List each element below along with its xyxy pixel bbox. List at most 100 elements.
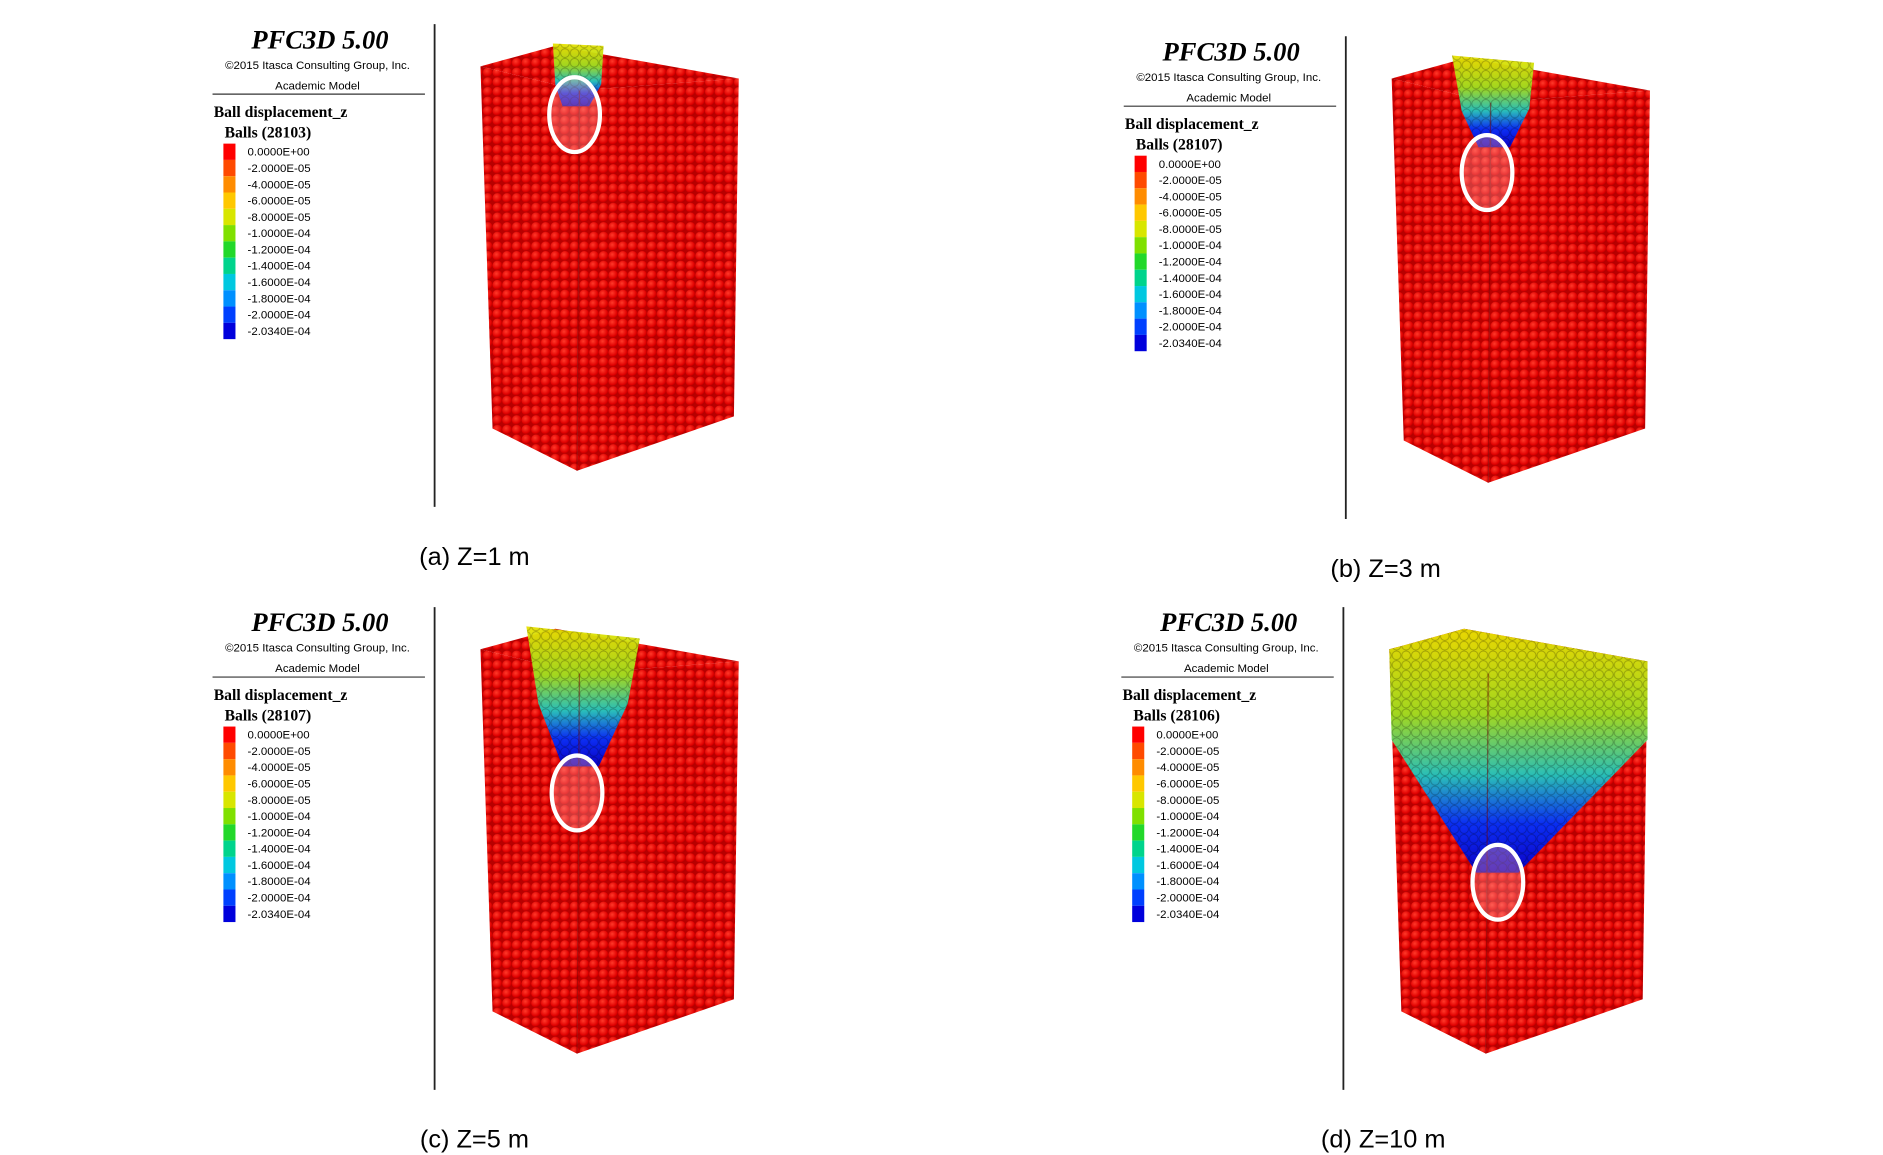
ball-count: Balls (28103) [225, 125, 312, 142]
legend-swatch [1132, 840, 1145, 857]
zone-texture [526, 626, 640, 767]
legend-swatch [223, 775, 236, 792]
specimen-edge [576, 90, 581, 471]
model-label: Academic Model [1186, 92, 1271, 104]
legend-label: -2.0000E-04 [248, 310, 312, 322]
legend-swatch [223, 808, 236, 825]
legend-swatch [223, 889, 236, 906]
legend-label: -2.0340E-04 [1159, 338, 1223, 350]
legend-label: -2.0000E-04 [248, 893, 312, 905]
legend-swatch [1134, 286, 1147, 303]
legend-swatch [223, 273, 236, 291]
panel: PFC3D 5.00 ©2015 Itasca Consulting Group,… [1123, 36, 1650, 583]
legend-label: -1.8000E-04 [1156, 876, 1220, 888]
caption: (c) Z=5 m [420, 1126, 529, 1154]
legend-label: -1.6000E-04 [1159, 289, 1223, 301]
software-title: PFC3D 5.00 [1162, 36, 1300, 66]
legend-label: -1.4000E-04 [1159, 273, 1223, 285]
zone-texture [1452, 55, 1535, 148]
legend-label: -2.0340E-04 [248, 909, 312, 921]
legend-label: -1.6000E-04 [248, 860, 312, 872]
panel: PFC3D 5.00 ©2015 Itasca Consulting Group,… [212, 24, 739, 571]
legend-label: -1.0000E-04 [1159, 240, 1223, 252]
legend-label: -2.0000E-05 [248, 163, 311, 175]
copyright: ©2015 Itasca Consulting Group, Inc. [1134, 643, 1319, 655]
legend-swatch [1132, 873, 1145, 890]
cavity-marker [1459, 133, 1515, 213]
legend-swatch [1132, 775, 1145, 792]
legend-swatch [1132, 808, 1145, 825]
panel: PFC3D 5.00 ©2015 Itasca Consulting Group,… [212, 607, 739, 1154]
legend-swatch [223, 290, 236, 307]
legend-swatch [223, 241, 236, 258]
legend-swatch [223, 873, 236, 890]
legend-label: -1.8000E-04 [248, 876, 312, 888]
legend-swatch [223, 208, 236, 226]
legend-label: -1.8000E-04 [1159, 305, 1223, 317]
model-label: Academic Model [275, 80, 360, 92]
cavity-marker [547, 75, 603, 155]
software-title: PFC3D 5.00 [250, 607, 388, 637]
legend-swatch [1134, 318, 1147, 335]
legend-label: -2.0000E-04 [1156, 893, 1220, 905]
legend-label: -4.0000E-05 [1156, 762, 1219, 774]
legend-label: -8.0000E-05 [1159, 224, 1222, 236]
legend-swatch [1132, 889, 1145, 906]
legend-swatch [1134, 220, 1147, 238]
legend-swatch [223, 176, 236, 193]
specimen-face [480, 66, 580, 471]
legend-swatch [1134, 204, 1147, 221]
ball-count: Balls (28107) [1136, 137, 1223, 154]
specimen-face [577, 78, 739, 471]
legend-swatch [1134, 334, 1147, 352]
legend-swatch [223, 840, 236, 857]
legend-swatch [1134, 188, 1147, 205]
legend-swatch [223, 791, 236, 809]
ball-count: Balls (28106) [1133, 708, 1220, 725]
legend-swatch [1134, 302, 1147, 319]
legend-label: -6.0000E-05 [248, 196, 311, 208]
legend-swatch [1132, 759, 1145, 776]
specimen-face [577, 661, 739, 1054]
legend-swatch [223, 726, 236, 743]
legend-swatch [1134, 269, 1147, 287]
legend-swatch [1132, 856, 1145, 874]
legend-label: -1.2000E-04 [248, 244, 312, 256]
legend-label: -1.2000E-04 [1156, 827, 1220, 839]
specimen-face [1391, 78, 1491, 483]
panel: PFC3D 5.00 ©2015 Itasca Consulting Group,… [1121, 607, 1648, 1154]
legend-swatch [223, 225, 236, 242]
legend-label: -2.0000E-05 [1156, 746, 1219, 758]
legend-swatch [1132, 905, 1145, 923]
legend-label: -2.0340E-04 [248, 326, 312, 338]
caption: (d) Z=10 m [1321, 1126, 1446, 1154]
legend-label: -1.0000E-04 [248, 811, 312, 823]
legend-label: -1.2000E-04 [248, 827, 312, 839]
legend-label: -6.0000E-05 [248, 779, 311, 791]
legend-label: -2.0340E-04 [1156, 909, 1220, 921]
legend-label: -8.0000E-05 [248, 212, 311, 224]
legend-label: 0.0000E+00 [248, 730, 310, 742]
legend-label: -1.2000E-04 [1159, 257, 1223, 269]
specimen-edge [576, 673, 581, 1054]
legend-swatch [1132, 791, 1145, 809]
legend-label: -4.0000E-05 [248, 179, 311, 191]
legend-label: -2.0000E-04 [1159, 322, 1223, 334]
model-label: Academic Model [1184, 663, 1269, 675]
legend-swatch [1132, 726, 1145, 743]
legend-label: -4.0000E-05 [248, 762, 311, 774]
legend-title: Ball displacement_z [214, 687, 348, 704]
caption: (a) Z=1 m [419, 543, 529, 571]
legend-label: -1.0000E-04 [1156, 811, 1220, 823]
legend-title: Ball displacement_z [1123, 687, 1257, 704]
legend-swatch [223, 192, 236, 209]
specimen-face [1488, 90, 1650, 483]
cavity-marker [1470, 842, 1526, 922]
legend-swatch [1134, 237, 1147, 254]
legend-label: -8.0000E-05 [1156, 795, 1219, 807]
cavity-marker [549, 753, 605, 833]
caption: (b) Z=3 m [1330, 555, 1440, 583]
legend-label: -1.4000E-04 [248, 261, 312, 273]
legend-label: -2.0000E-05 [1159, 175, 1222, 187]
